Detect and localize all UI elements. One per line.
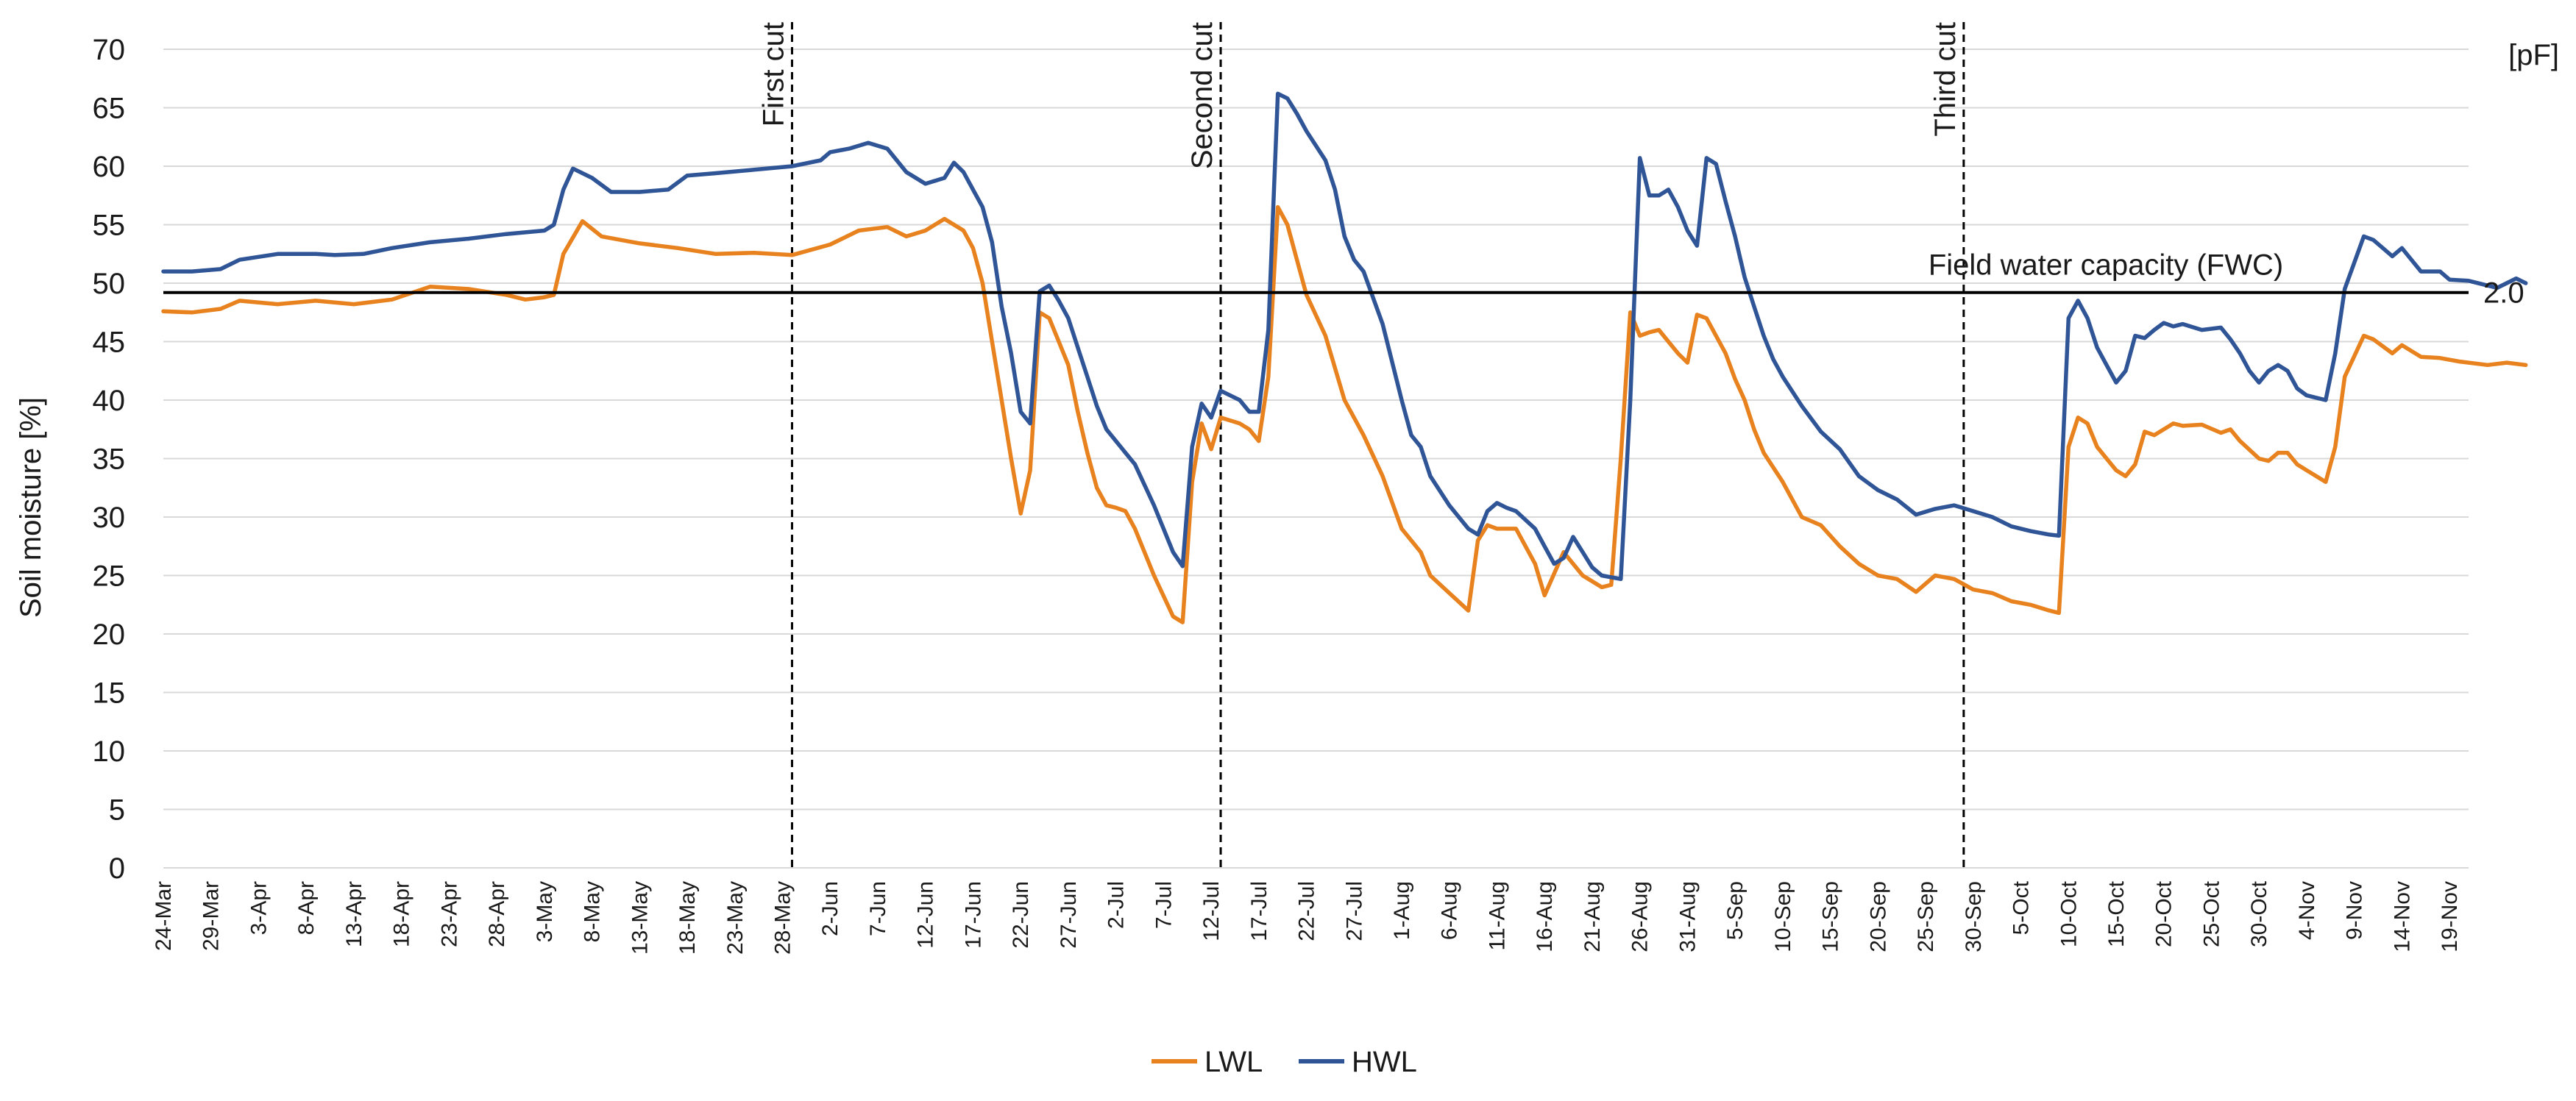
cut-label: First cut — [757, 22, 790, 127]
x-tick-label: 31-Aug — [1675, 881, 1700, 952]
x-tick-label: 28-May — [771, 881, 795, 955]
y-tick-label: 35 — [93, 443, 126, 476]
y-tick-label: 60 — [93, 151, 126, 183]
legend: LWL HWL — [1152, 1046, 1417, 1078]
x-tick-label: 16-Aug — [1533, 881, 1557, 952]
x-tick-label: 20-Sep — [1866, 881, 1890, 952]
y-tick-label: 50 — [93, 268, 126, 300]
x-tick-label: 28-Apr — [485, 881, 509, 947]
series-line-lwl — [161, 204, 2528, 624]
x-tick-label: 27-Jun — [1057, 881, 1081, 949]
y-tick-label: 5 — [109, 794, 125, 827]
x-tick-label: 4-Nov — [2295, 881, 2319, 940]
x-tick-label: 29-Mar — [199, 881, 224, 951]
x-tick-label: 17-Jun — [961, 881, 985, 949]
x-tick-label: 5-Oct — [2009, 880, 2034, 935]
x-tick-label: 25-Sep — [1914, 881, 1938, 952]
y-tick-label: 10 — [93, 735, 126, 768]
x-tick-label: 6-Aug — [1438, 881, 1462, 940]
x-tick-label: 7-Jul — [1152, 881, 1176, 929]
x-tick-label: 17-Jul — [1247, 881, 1271, 941]
cut-event-markers: First cut Second cut Third cut — [757, 22, 1965, 868]
x-tick-label: 10-Oct — [2057, 880, 2081, 947]
pf-value-label: 2.0 — [2483, 277, 2524, 310]
x-tick-label: 23-Apr — [437, 881, 461, 947]
x-tick-label: 25-Oct — [2199, 880, 2224, 947]
y-tick-label: 40 — [93, 385, 126, 417]
x-tick-label: 18-May — [675, 881, 700, 955]
x-axis-tick-labels: 24-Mar 29-Mar 3-Apr 8-Apr 13-Apr 18-Apr 23-Apr… — [152, 880, 2462, 955]
x-tick-label: 22-Jul — [1295, 881, 1319, 941]
x-tick-label: 20-Oct — [2152, 880, 2176, 947]
x-tick-label: 5-Sep — [1723, 881, 1748, 940]
x-tick-label: 23-May — [723, 881, 748, 955]
x-tick-label: 27-Jul — [1342, 881, 1366, 941]
y-tick-label: 45 — [93, 327, 126, 359]
x-tick-label: 10-Sep — [1771, 881, 1795, 952]
x-tick-label: 26-Aug — [1628, 881, 1653, 952]
data-series — [161, 91, 2528, 624]
legend-label-lwl: LWL — [1204, 1046, 1263, 1078]
x-tick-label: 2-Jul — [1104, 881, 1129, 929]
field-water-capacity-line-group: Field water capacity (FWC) 2.0 — [163, 249, 2524, 310]
secondary-axis-label: [pF] — [2508, 39, 2559, 71]
x-tick-label: 2-Jun — [818, 881, 842, 936]
cut-label: Third cut — [1929, 22, 1962, 137]
x-tick-label: 13-May — [628, 881, 652, 955]
x-tick-label: 24-Mar — [152, 881, 176, 951]
x-tick-label: 18-Apr — [390, 881, 414, 947]
x-tick-label: 12-Jun — [914, 881, 938, 949]
series-line-hwl — [161, 91, 2528, 582]
x-tick-label: 15-Sep — [1819, 881, 1843, 952]
x-tick-label: 22-Jun — [1009, 881, 1033, 949]
field-water-capacity-label: Field water capacity (FWC) — [1929, 249, 2283, 282]
x-tick-label: 8-May — [581, 881, 605, 942]
x-tick-label: 1-Aug — [1390, 881, 1414, 940]
y-tick-label: 30 — [93, 502, 126, 534]
y-axis-tick-labels: 0 5 10 15 20 25 30 35 40 45 50 55 60 65 70 — [93, 34, 126, 885]
x-tick-label: 13-Apr — [342, 881, 366, 947]
x-tick-label: 9-Nov — [2343, 881, 2367, 940]
x-tick-label: 3-May — [533, 881, 557, 942]
horizontal-gridlines — [163, 49, 2469, 869]
y-axis-title: Soil moisture [%] — [15, 397, 47, 618]
y-tick-label: 55 — [93, 210, 126, 242]
x-tick-label: 14-Nov — [2390, 881, 2414, 952]
y-tick-label: 20 — [93, 619, 126, 651]
y-tick-label: 25 — [93, 560, 126, 593]
cut-label: Second cut — [1186, 22, 1218, 169]
y-tick-label: 65 — [93, 93, 126, 125]
x-tick-label: 11-Aug — [1485, 881, 1509, 951]
y-tick-label: 0 — [109, 852, 125, 885]
x-tick-label: 30-Sep — [1962, 881, 1986, 952]
x-tick-label: 19-Nov — [2438, 881, 2462, 952]
y-tick-label: 15 — [93, 677, 126, 710]
y-tick-label: 70 — [93, 34, 126, 66]
x-tick-label: 15-Oct — [2104, 880, 2129, 947]
x-tick-label: 3-Apr — [246, 881, 271, 935]
legend-label-hwl: HWL — [1352, 1046, 1417, 1078]
x-tick-label: 7-Jun — [866, 881, 890, 936]
x-tick-label: 8-Apr — [294, 881, 319, 935]
x-tick-label: 12-Jul — [1199, 881, 1224, 941]
x-tick-label: 21-Aug — [1580, 881, 1605, 952]
x-tick-label: 30-Oct — [2247, 880, 2271, 947]
